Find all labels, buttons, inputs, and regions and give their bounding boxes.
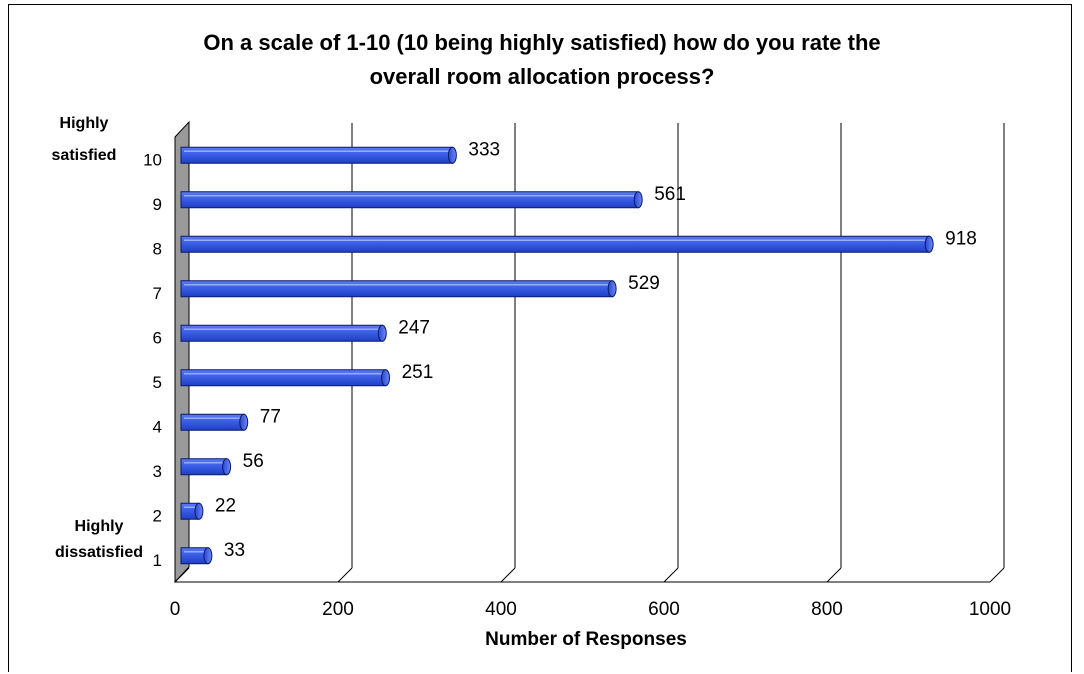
x-axis-title: Number of Responses: [485, 629, 687, 650]
bar-body: [180, 324, 383, 342]
bar-value-label: 918: [945, 228, 977, 249]
bar-cap: [381, 369, 391, 387]
x-tick-label: 400: [485, 599, 517, 620]
chart-title-line-1: On a scale of 1-10 (10 being highly sati…: [203, 30, 881, 55]
bar-value-label: 251: [402, 362, 434, 383]
bar-value-labels: 33 22 56 77 251 247 529 918 561 333: [215, 139, 977, 561]
bar-value-label: 56: [243, 451, 264, 472]
x-tick-label: 1000: [969, 599, 1011, 620]
y-tick-label: 8: [153, 239, 162, 258]
scale-end-label-top-line2: satisfied: [52, 147, 117, 164]
y-tick-label: 9: [153, 195, 162, 214]
bar-cap: [194, 502, 204, 520]
x-tick-label: 200: [322, 599, 354, 620]
bar-body: [180, 458, 228, 476]
bar-body: [180, 191, 639, 209]
bar-body: [180, 413, 245, 431]
scale-end-label-bottom-line1: Highly: [75, 518, 124, 535]
scale-end-label-bottom-line2: dissatisfied: [55, 544, 143, 561]
x-axis-tick-labels: 0 200 400 600 800 1000: [170, 599, 1011, 620]
y-tick-label: 10: [143, 150, 162, 169]
bar-value-label: 33: [224, 540, 245, 561]
floor-gridline: [826, 567, 842, 583]
bar-cap: [222, 458, 232, 476]
x-tick-label: 600: [648, 599, 680, 620]
bar: [180, 458, 232, 476]
bar: [180, 191, 643, 209]
bar-cap: [633, 191, 643, 209]
bar-body: [180, 146, 453, 164]
y-tick-label: 1: [153, 551, 162, 570]
y-tick-label: 2: [153, 506, 162, 525]
bar-value-label: 22: [215, 495, 236, 516]
bar-value-label: 529: [628, 273, 660, 294]
bar-cap: [203, 547, 213, 565]
y-tick-label: 4: [153, 417, 162, 436]
y-tick-label: 7: [153, 284, 162, 303]
chart-title-line-2: overall room allocation process?: [369, 64, 715, 89]
bar: [180, 235, 934, 253]
bars: [180, 146, 934, 565]
scale-end-label-top-line1: Highly: [60, 115, 109, 132]
floor-gridline: [663, 567, 679, 583]
bar: [180, 146, 457, 164]
y-tick-label: 5: [153, 373, 162, 392]
bar-cap: [239, 413, 249, 431]
floor-gridline: [989, 567, 1005, 583]
bar-cap: [447, 146, 457, 164]
bar: [180, 547, 213, 565]
bar: [180, 280, 617, 298]
bar-body: [180, 369, 387, 387]
chart-title: On a scale of 1-10 (10 being highly sati…: [0, 26, 1084, 94]
bar-value-label: 333: [468, 139, 500, 160]
bar-cap: [377, 324, 387, 342]
y-tick-label: 6: [153, 328, 162, 347]
x-tick-label: 800: [811, 599, 843, 620]
bar-cap: [924, 235, 934, 253]
bar-body: [180, 280, 613, 298]
bar: [180, 324, 387, 342]
x-tick-label: 0: [170, 599, 181, 620]
bar: [180, 502, 204, 520]
bar: [180, 413, 249, 431]
y-tick-label: 3: [153, 462, 162, 481]
floor-gridline: [174, 567, 190, 583]
bar-body: [180, 235, 930, 253]
bar-value-label: 561: [654, 184, 686, 205]
floor-gridline: [500, 567, 516, 583]
bar-value-label: 77: [260, 406, 281, 427]
y-axis-tick-labels: 1 2 3 4 5 6 7 8 9 10: [143, 150, 162, 570]
floor-gridline: [337, 567, 353, 583]
bar: [180, 369, 391, 387]
plot-floor: [174, 567, 1005, 583]
bar-cap: [607, 280, 617, 298]
bar-value-label: 247: [398, 317, 430, 338]
